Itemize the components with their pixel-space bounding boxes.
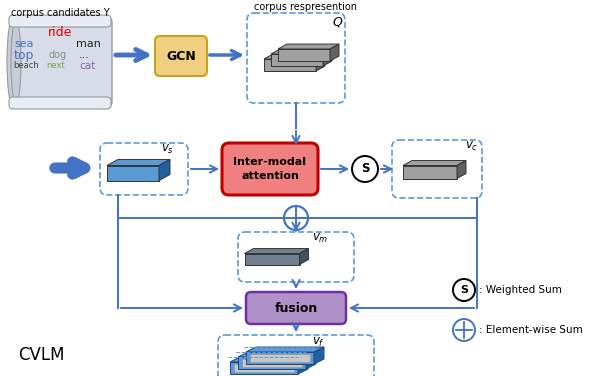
Text: GCN: GCN — [166, 50, 196, 62]
Bar — [245, 253, 300, 264]
Bar — [278, 49, 330, 61]
FancyBboxPatch shape — [222, 143, 318, 195]
Ellipse shape — [7, 21, 17, 103]
Polygon shape — [238, 352, 316, 357]
Bar — [238, 357, 306, 369]
Polygon shape — [159, 159, 170, 180]
Text: $Q$: $Q$ — [332, 15, 344, 29]
Bar — [403, 165, 457, 179]
Text: S: S — [460, 285, 468, 295]
Polygon shape — [330, 44, 339, 61]
Polygon shape — [323, 49, 332, 66]
Circle shape — [284, 206, 308, 230]
Text: fusion: fusion — [274, 302, 318, 314]
Polygon shape — [246, 347, 324, 352]
Polygon shape — [298, 357, 308, 374]
FancyBboxPatch shape — [155, 36, 207, 76]
Text: top: top — [14, 49, 34, 62]
Text: $v_c$: $v_c$ — [465, 139, 479, 153]
Bar — [271, 54, 323, 66]
FancyBboxPatch shape — [9, 15, 111, 27]
Text: Inter-modal: Inter-modal — [234, 157, 306, 167]
Text: $v_m$: $v_m$ — [312, 232, 328, 244]
FancyBboxPatch shape — [16, 18, 112, 106]
Polygon shape — [300, 249, 309, 264]
Polygon shape — [271, 49, 332, 54]
Bar — [242, 359, 302, 367]
Polygon shape — [316, 54, 325, 71]
Text: CVLM: CVLM — [18, 346, 65, 364]
Circle shape — [453, 319, 475, 341]
Text: S: S — [361, 162, 369, 176]
Text: beach: beach — [13, 62, 39, 71]
Bar — [264, 59, 316, 71]
Polygon shape — [107, 159, 170, 165]
Text: ride: ride — [48, 26, 72, 39]
Text: next: next — [47, 62, 65, 71]
Text: : Element-wise Sum: : Element-wise Sum — [479, 325, 583, 335]
Polygon shape — [457, 161, 466, 179]
Bar — [107, 165, 159, 180]
Text: attention: attention — [241, 171, 299, 181]
Polygon shape — [264, 54, 325, 59]
Text: man: man — [76, 39, 100, 49]
Text: cat: cat — [80, 61, 96, 71]
Polygon shape — [314, 347, 324, 364]
Polygon shape — [245, 249, 309, 253]
Bar — [234, 364, 294, 372]
Text: $v_f$: $v_f$ — [312, 335, 324, 349]
Bar — [230, 362, 298, 374]
Polygon shape — [403, 161, 466, 165]
Text: dog: dog — [49, 50, 67, 60]
Circle shape — [453, 279, 475, 301]
FancyBboxPatch shape — [246, 292, 346, 324]
Text: sea: sea — [14, 39, 34, 49]
Polygon shape — [230, 357, 308, 362]
Ellipse shape — [11, 21, 21, 103]
Polygon shape — [278, 44, 339, 49]
Text: corpus candidates Y: corpus candidates Y — [11, 8, 109, 18]
Text: ...: ... — [79, 50, 89, 60]
FancyBboxPatch shape — [9, 97, 111, 109]
Text: corpus respresention: corpus respresention — [254, 2, 356, 12]
Text: $v_s$: $v_s$ — [161, 143, 175, 156]
Bar — [246, 352, 314, 364]
Text: : Weighted Sum: : Weighted Sum — [479, 285, 562, 295]
Bar — [250, 354, 310, 362]
Circle shape — [352, 156, 378, 182]
Polygon shape — [306, 352, 316, 369]
